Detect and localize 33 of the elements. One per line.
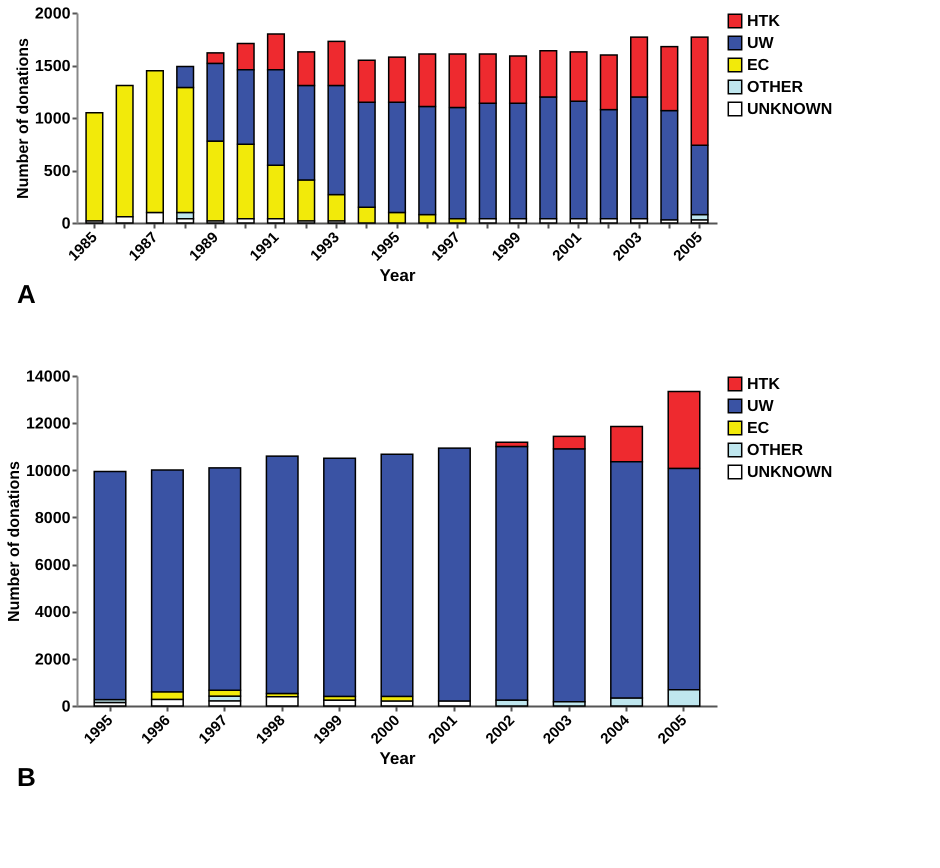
y-tick-label: 6000 xyxy=(34,557,71,574)
x-axis-title: Year xyxy=(380,748,416,768)
y-tick-label: 0 xyxy=(62,216,71,232)
legend-label: OTHER xyxy=(747,79,804,96)
legend-label: HTK xyxy=(747,13,780,30)
y-tick-label: 10000 xyxy=(26,462,71,480)
legend-label: UW xyxy=(747,398,775,415)
y-tick-label: 2000 xyxy=(34,6,71,22)
y-tick-label: 8000 xyxy=(34,510,71,527)
bar xyxy=(93,470,127,700)
y-tick-label: 1000 xyxy=(34,110,71,128)
x-axis-title: Year xyxy=(380,266,416,285)
y-tick-label: 1500 xyxy=(34,58,71,75)
bar xyxy=(266,455,299,694)
legend-label: EC xyxy=(747,57,770,74)
y-axis-title: Number of donations xyxy=(14,38,32,199)
y-tick-label: 0 xyxy=(62,698,71,716)
legend-label: UNKNOWN xyxy=(747,101,832,118)
text: A xyxy=(17,279,36,309)
legend-label: OTHER xyxy=(747,442,804,459)
legend-label: EC xyxy=(747,420,770,437)
y-tick-label: 4000 xyxy=(34,604,71,622)
y-tick-label: 2000 xyxy=(34,651,71,668)
legend-label: HTK xyxy=(747,376,780,393)
y-axis-title: Number of donations xyxy=(6,460,24,622)
legend-label: UW xyxy=(747,35,775,52)
text: B xyxy=(17,762,36,792)
bar xyxy=(323,458,356,698)
y-tick-label: 14000 xyxy=(26,368,71,386)
legend-label: UNKNOWN xyxy=(747,464,832,481)
y-tick-label: 12000 xyxy=(26,416,71,433)
y-tick-label: 500 xyxy=(44,163,71,180)
bar xyxy=(85,112,104,222)
